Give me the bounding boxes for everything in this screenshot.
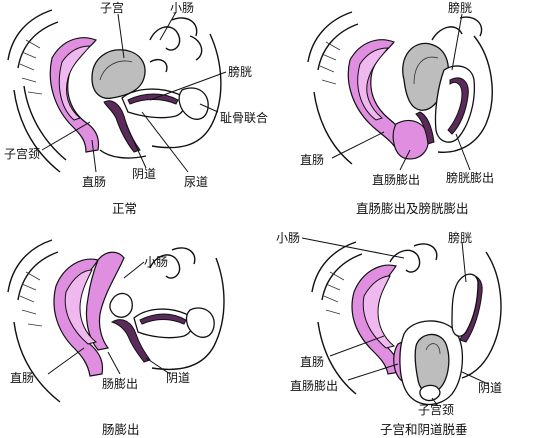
panel-rectocele-cystocele [307, 11, 493, 165]
caption-enterocele: 肠膨出 [102, 422, 140, 437]
label-small-intestine: 小肠 [144, 255, 168, 269]
small-intestine-loops [149, 17, 203, 73]
vagina-shape [103, 100, 141, 153]
label-urethra: 尿道 [184, 175, 208, 189]
panel-normal [7, 9, 222, 173]
vagina-shape [415, 111, 435, 145]
label-rectum: 直肠 [10, 371, 34, 385]
label-enterocele: 肠膨出 [102, 377, 138, 391]
small-intestine-loop [109, 292, 133, 318]
caption-normal: 正常 [112, 201, 137, 216]
panel-enterocele [7, 239, 225, 403]
caption-rectocele-cystocele: 直肠膨出及膀胱膨出 [356, 201, 469, 216]
panel-prolapse-leaders [301, 237, 489, 407]
caption-uterine-vaginal-prolapse: 子宫和阴道脱垂 [380, 422, 468, 437]
label-rectum: 直肠 [300, 355, 324, 369]
sacrum-drawing [311, 241, 363, 395]
label-rectum: 直肠 [82, 175, 106, 189]
label-cystocele: 膀胱膨出 [446, 170, 494, 185]
enterocele-pouch [85, 251, 125, 351]
label-bladder: 膀胱 [228, 64, 252, 79]
panel-enterocele-leaders [47, 261, 171, 375]
label-vagina: 阴道 [478, 381, 502, 395]
label-uterus: 子宫 [100, 0, 124, 15]
sacrum-drawing [7, 9, 67, 173]
sacrum-drawing [7, 239, 61, 403]
label-small-intestine: 小肠 [276, 231, 300, 245]
vagina-shape [110, 319, 151, 363]
label-small-intestine: 小肠 [170, 1, 194, 15]
label-pubic-symphysis: 耻骨联合 [220, 110, 268, 125]
uterus-shape [414, 333, 450, 394]
label-bladder: 膀胱 [448, 230, 472, 245]
label-vagina: 阴道 [132, 167, 156, 181]
label-bladder: 膀胱 [448, 0, 472, 15]
panel-uterine-vaginal-prolapse [311, 241, 502, 406]
label-cervix: 子宫颈 [4, 146, 40, 161]
label-rectocele: 直肠膨出 [372, 173, 420, 187]
cervix-shape [419, 384, 441, 402]
bladder-shape [451, 273, 479, 337]
label-rectum: 直肠 [300, 153, 324, 167]
pubic-symphysis-shape [178, 87, 209, 120]
label-vagina: 阴道 [166, 371, 190, 385]
panel-normal-leaders [41, 11, 227, 173]
sacrum-drawing [307, 11, 359, 165]
label-cervix: 子宫颈 [418, 402, 454, 417]
rectum-shape [351, 264, 401, 375]
panel-rectocele-cystocele-leaders [331, 13, 471, 171]
rectum-inner [58, 45, 92, 121]
rectocele-bulge [392, 119, 429, 160]
label-rectocele: 直肠膨出 [290, 379, 338, 393]
